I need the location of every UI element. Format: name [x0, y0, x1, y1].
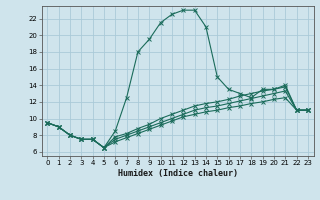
X-axis label: Humidex (Indice chaleur): Humidex (Indice chaleur)	[118, 169, 237, 178]
